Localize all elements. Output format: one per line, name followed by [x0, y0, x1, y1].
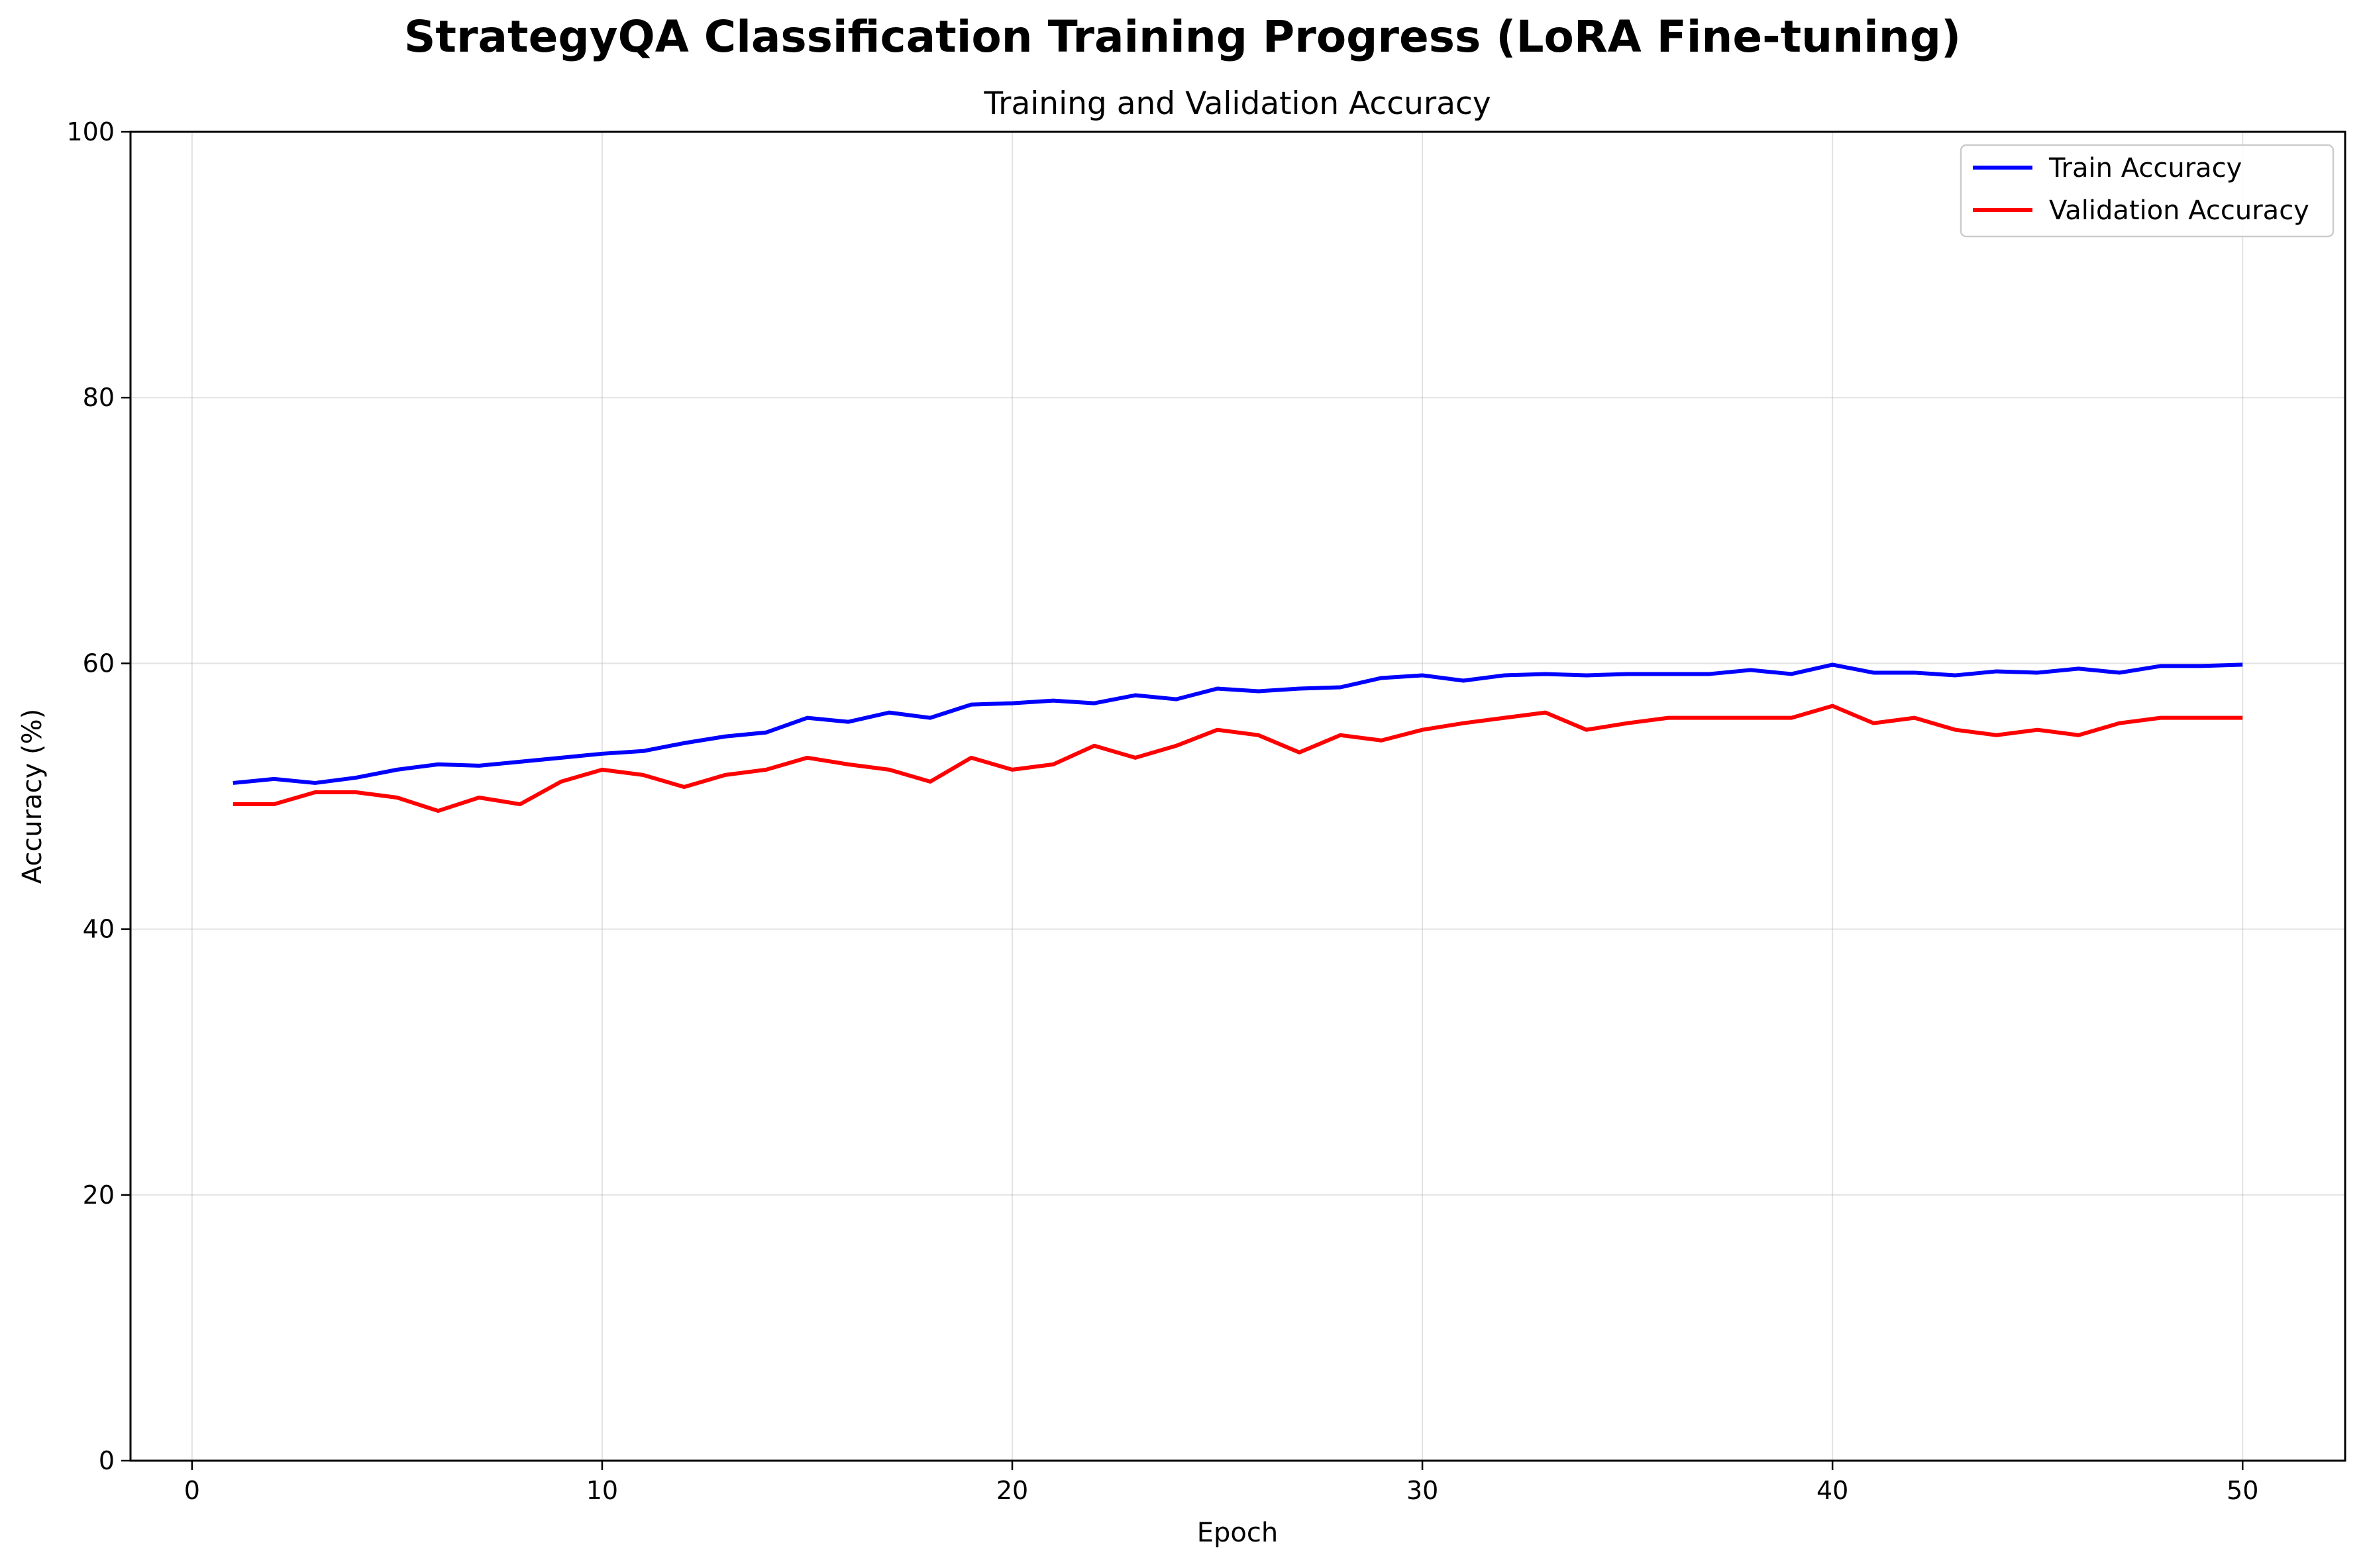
- legend: Train Accuracy Validation Accuracy: [1960, 144, 2335, 238]
- series-lines: [233, 662, 2243, 813]
- x-tick-label: 20: [996, 1476, 1028, 1505]
- y-axis-ticks: 0 20 40 60 80 100: [66, 117, 131, 1475]
- legend-label-validation: Validation Accuracy: [2049, 195, 2309, 226]
- y-tick-label: 0: [99, 1446, 115, 1475]
- y-tick-label: 20: [83, 1180, 115, 1210]
- x-tick-label: 30: [1406, 1476, 1438, 1505]
- x-tick-label: 50: [2227, 1476, 2258, 1505]
- x-tick-label: 40: [1816, 1476, 1848, 1505]
- y-axis-label: Accuracy (%): [17, 709, 48, 884]
- chart-title: Training and Validation Accuracy: [983, 85, 1491, 122]
- legend-label-train: Train Accuracy: [2048, 153, 2242, 183]
- x-axis-ticks: 0 10 20 30 40 50: [184, 1461, 2258, 1505]
- legend-box: [1960, 144, 2335, 238]
- x-axis-label: Epoch: [1197, 1518, 1278, 1548]
- plot-frame: [129, 131, 2346, 1462]
- y-tick-label: 100: [66, 117, 115, 146]
- y-tick-label: 60: [83, 649, 115, 678]
- train-accuracy-line: [233, 662, 2243, 785]
- figure-title: StrategyQA Classification Training Progr…: [404, 11, 1961, 62]
- y-tick-label: 40: [83, 915, 115, 944]
- x-tick-label: 0: [184, 1476, 200, 1505]
- x-tick-label: 10: [586, 1476, 618, 1505]
- validation-accuracy-line: [233, 704, 2243, 813]
- y-tick-label: 80: [83, 383, 115, 412]
